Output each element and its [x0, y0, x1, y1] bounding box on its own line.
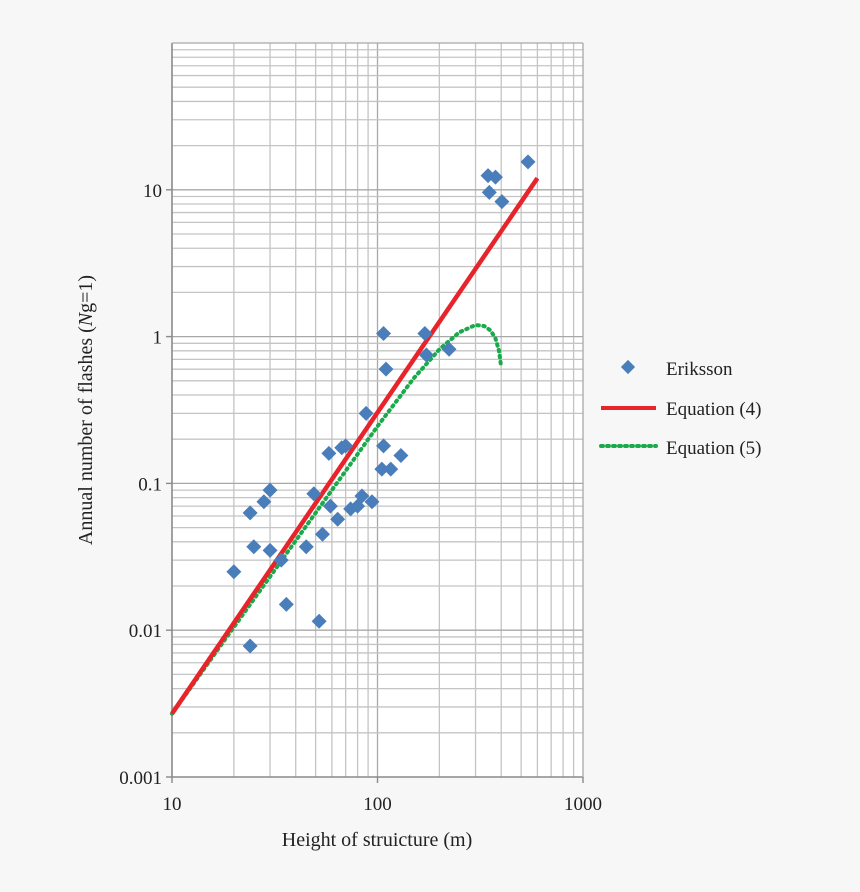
eriksson-point [354, 488, 370, 504]
grid [172, 43, 583, 777]
legend: Eriksson Equation (4) Equation (5) [599, 359, 762, 459]
series-equation-4-line [170, 176, 540, 715]
eriksson-point [378, 361, 394, 377]
eriksson-point [481, 184, 497, 200]
y-axis-title-part-3: g=1) [75, 275, 97, 313]
eriksson-point [311, 613, 327, 629]
eriksson-point [417, 325, 433, 341]
x-tick-label: 1000 [564, 794, 602, 815]
plot-frame [166, 42, 584, 783]
eriksson-point [315, 526, 331, 542]
eriksson-point [374, 461, 390, 477]
eriksson-point [338, 438, 354, 454]
eriksson-point [393, 447, 409, 463]
eriksson-point [441, 341, 457, 357]
eriksson-point [364, 494, 380, 510]
y-tick-label: 0.01 [129, 621, 162, 642]
x-axis-title: Height of struicture (m) [282, 829, 473, 851]
eriksson-point [418, 347, 434, 363]
eriksson-point [330, 511, 346, 527]
legend-item-equation-5: Equation (5) [599, 438, 762, 459]
y-tick-label: 0.1 [138, 474, 162, 495]
eriksson-point [262, 482, 278, 498]
x-tick-label: 100 [363, 794, 392, 815]
eriksson-point [322, 498, 338, 514]
y-axis-title-italic-n: N [75, 311, 97, 327]
eriksson-point [298, 539, 314, 555]
eriksson-point [242, 638, 258, 654]
series-equation-5-line [170, 323, 504, 716]
legend-item-eriksson: Eriksson [620, 359, 733, 380]
eriksson-point [306, 486, 322, 502]
eriksson-point [487, 169, 503, 185]
eriksson-point [383, 461, 399, 477]
legend-label-equation-4: Equation (4) [666, 399, 762, 420]
eriksson-point [278, 596, 294, 612]
legend-label-eriksson: Eriksson [666, 359, 733, 380]
legend-item-equation-4: Equation (4) [601, 399, 762, 420]
y-tick-label: 0.001 [119, 768, 162, 789]
eriksson-point [376, 325, 392, 341]
eriksson-point [376, 438, 392, 454]
y-tick-label: 1 [153, 328, 163, 349]
y-axis-title: Annual number of flashes (Ng=1) [75, 275, 97, 545]
eriksson-point [494, 194, 510, 210]
eriksson-point [256, 494, 272, 510]
eriksson-point [358, 405, 374, 421]
eriksson-point [273, 552, 289, 568]
eriksson-point [321, 445, 337, 461]
tick-labels: 10 100 1000 0.001 0.01 0.1 1 10 [119, 181, 602, 815]
y-axis-title-part-1: Annual number of flashes ( [75, 326, 97, 545]
eriksson-point [242, 505, 258, 521]
eriksson-point [520, 154, 536, 170]
legend-marker-eriksson [620, 359, 636, 375]
legend-label-equation-5: Equation (5) [666, 438, 762, 459]
y-tick-label: 10 [143, 181, 162, 202]
eriksson-point [226, 564, 242, 580]
eriksson-point [262, 542, 278, 558]
series-layer [170, 154, 540, 716]
eriksson-point [246, 539, 262, 555]
x-tick-label: 10 [163, 794, 182, 815]
